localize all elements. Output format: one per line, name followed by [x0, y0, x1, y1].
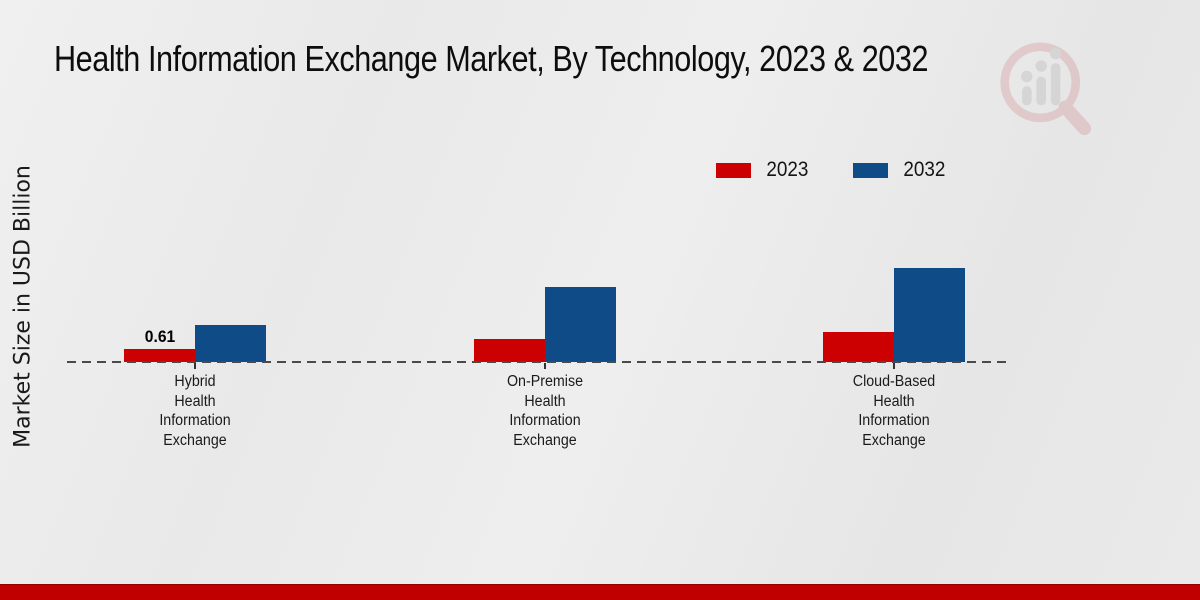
category-label-cloud-based: Cloud-Based Health Information Exchange	[852, 373, 936, 449]
bar-2032-hybrid	[195, 325, 266, 362]
legend-swatch-2032-icon	[852, 162, 888, 178]
legend-item-2023: 2023	[716, 158, 811, 182]
legend: 2023 2032	[716, 158, 947, 182]
bar-2032-on-premise	[545, 287, 616, 362]
zero-baseline	[67, 361, 1007, 363]
data-label-2023: 0.61	[144, 327, 175, 346]
legend-item-2032: 2032	[852, 158, 948, 182]
axis-tick-on-premise	[544, 363, 546, 369]
legend-swatch-2023-icon	[716, 162, 751, 178]
legend-label-2023: 2023	[766, 158, 809, 181]
axis-tick-cloud-based	[893, 363, 895, 369]
bar-2023-hybrid	[124, 349, 195, 362]
category-label-hybrid: Hybrid Health Information Exchange	[159, 373, 231, 449]
bottom-accent-band	[0, 584, 1200, 600]
bar-2023-on-premise	[474, 339, 545, 362]
legend-label-2032: 2032	[903, 158, 946, 181]
axis-tick-hybrid	[194, 363, 196, 369]
magnifier-bar-chart-logo-icon	[1000, 42, 1092, 136]
chart-title: Health Information Exchange Market, By T…	[54, 38, 929, 79]
bar-2023-cloud-based	[823, 332, 894, 362]
bar-2032-cloud-based	[894, 268, 965, 362]
category-label-on-premise: On-Premise Health Information Exchange	[506, 373, 584, 449]
